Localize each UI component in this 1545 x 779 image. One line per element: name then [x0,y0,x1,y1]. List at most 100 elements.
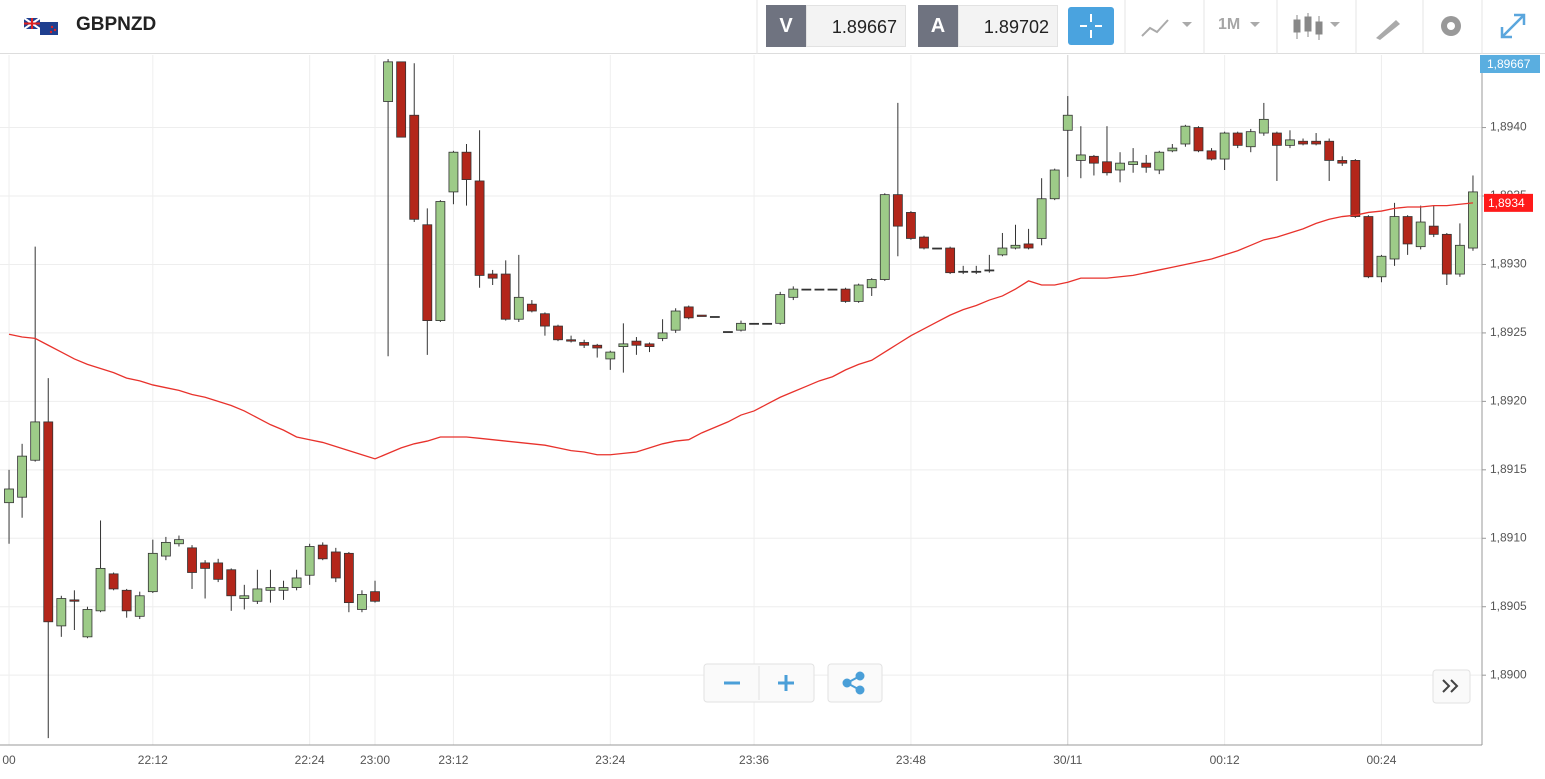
indicator-button[interactable] [1141,19,1169,37]
x-tick-label: 23:24 [595,753,625,767]
crosshair-button[interactable] [1068,7,1114,45]
candle-body [1389,216,1400,260]
candle-body [383,61,393,102]
candle-body [461,151,472,180]
candle-body [422,224,433,321]
candle-body [1036,198,1047,239]
y-tick-label: 1,8920 [1490,394,1527,408]
scroll-end-button[interactable] [1432,669,1471,704]
candle-body [1102,161,1112,174]
candle-body [932,247,942,250]
x-tick-label: 22:12 [138,753,168,767]
candle-body [108,573,119,590]
candle-body [827,288,838,291]
candle-body [43,421,54,623]
timeframe[interactable]: 1M [1218,16,1241,33]
chevron [1442,679,1451,693]
candle-body [30,421,41,461]
candle-body [1180,125,1191,145]
candle-body [1402,216,1413,245]
candle-body [1245,131,1256,148]
price-tag [1480,55,1540,73]
share-button[interactable] [827,663,883,703]
candle-body [1193,127,1204,152]
candle-body [291,577,302,588]
candle-body [160,541,171,557]
y-tick-label: 1,8910 [1490,530,1527,544]
candle-body [226,569,237,597]
bid-label[interactable]: V [766,5,806,47]
candle-body [526,303,537,312]
moving-average [8,202,1474,460]
candle-body [1219,132,1230,160]
candle-body [1167,147,1178,152]
candle-body [997,247,1008,256]
candle-body [317,544,328,560]
x-tick-label: 00 [2,753,16,767]
chart-type-button[interactable] [1293,13,1323,40]
candle-body [1154,151,1165,171]
candle-body [775,294,786,324]
candle-body [1023,243,1034,249]
candle-body [357,594,367,610]
y-tick-label: 1,8930 [1490,257,1527,271]
candle-body [1311,140,1322,145]
candle-body [1298,140,1308,145]
candle-body [566,339,576,342]
candle-body [814,288,825,291]
chevron [1450,679,1459,693]
dividers [1124,0,1483,54]
candle-body [1258,118,1269,134]
x-tick-label: 23:36 [739,753,769,767]
ma-tag [1484,193,1533,212]
candle-body [1115,162,1125,171]
candle-body [239,595,250,599]
candle-body [1272,132,1282,146]
candle-body [1010,244,1021,249]
candle-body [1075,154,1086,161]
candle-body [147,552,158,593]
candle-body [971,270,982,273]
candle-body [1428,225,1439,235]
candle-body [788,288,799,298]
caret [1330,22,1340,27]
candle-body [17,455,28,498]
candle-body [1415,221,1426,248]
x-tick-label: 00:24 [1366,753,1396,767]
fullscreen-button[interactable] [1500,13,1526,39]
draw-button[interactable] [1376,20,1400,40]
x-tick-label: 22:24 [295,753,325,767]
candle-body [1049,169,1060,200]
candle-body [683,306,694,319]
candle-body [866,279,877,289]
settings-button[interactable] [1441,16,1461,36]
y-tick-label: 1,8925 [1490,325,1527,339]
candle-body [762,322,773,325]
candle-body [670,310,681,331]
y-tick-label: 1,8915 [1490,462,1527,476]
candle-body [56,598,67,627]
candle-body [448,151,459,193]
bid-price[interactable]: 1.89667 [806,5,906,47]
caret [1250,22,1260,27]
ask-label[interactable]: A [918,5,958,47]
price-tag-label: 1,89667 [1487,57,1531,71]
candle-body [1141,162,1152,168]
candle-body [95,567,106,612]
candle-body [919,236,929,249]
candle-body [1376,255,1387,278]
candle-body [840,288,851,302]
toolbar: GBPNZD V 1.89667 A 1.89702 1M [0,0,1545,54]
y-tick-label: 1,8900 [1490,667,1527,681]
ask-price[interactable]: 1.89702 [958,5,1058,47]
controls [703,663,1471,704]
candle-body [1206,150,1217,160]
candle-body [709,316,720,318]
candle-body [631,340,642,346]
y-tick-label: 1,8940 [1490,120,1527,134]
share-icon [842,671,865,695]
candle-body [644,343,655,348]
y-tick-label: 1,8905 [1490,599,1527,613]
candle-body [487,273,498,279]
candle-body [1285,139,1295,146]
